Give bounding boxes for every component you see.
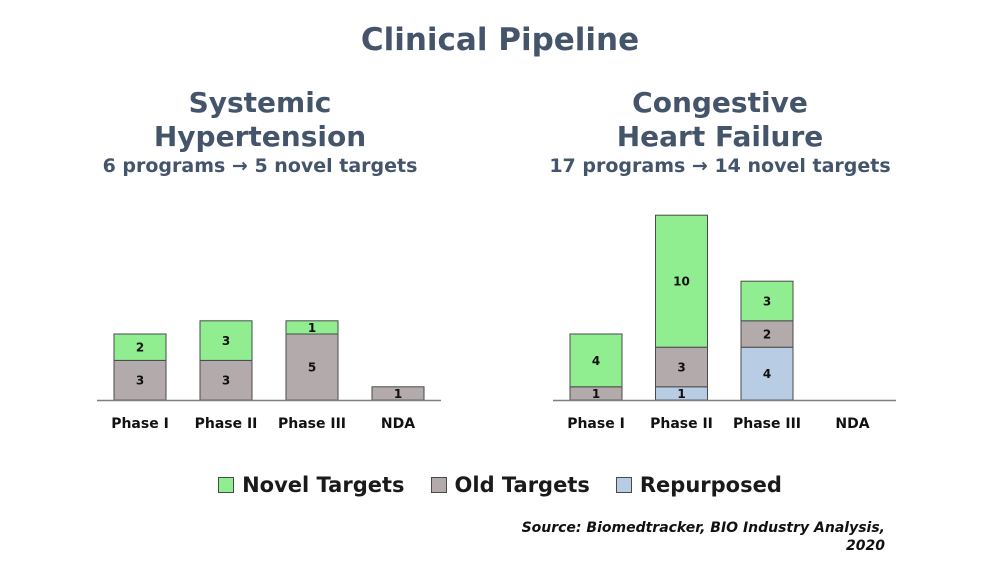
legend-item-old: Old Targets [430, 473, 590, 497]
data-label: 3 [677, 361, 685, 375]
page-title: Clinical Pipeline [360, 22, 640, 58]
legend: Novel Targets Old Targets Repurposed [0, 473, 1000, 497]
chart-subtitle: 6 programs → 5 novel targets [102, 155, 418, 177]
chart-title-heart-failure: Congestive Heart Failure 17 programs → 1… [520, 86, 920, 179]
data-label: 3 [222, 374, 230, 388]
chart-title-hypertension: Systemic Hypertension 6 programs → 5 nov… [60, 86, 460, 179]
chart-title-line2: Heart Failure [616, 120, 824, 153]
chart-title-line2: Hypertension [153, 120, 367, 153]
legend-item-repurposed: Repurposed [615, 473, 782, 497]
data-label: 1 [677, 387, 685, 401]
data-label: 5 [308, 361, 316, 375]
data-label: 3 [763, 295, 771, 309]
source-line1: Source: Biomedtracker, BIO Industry Anal… [521, 520, 885, 536]
tick-label: Phase I [567, 416, 625, 432]
bar-repurposed [740, 346, 794, 401]
bar-novel [569, 333, 623, 388]
legend-swatch-repurposed [615, 477, 632, 493]
legend-swatch-novel [218, 477, 235, 493]
data-label: 10 [673, 275, 690, 289]
legend-label: Novel Targets [242, 473, 405, 497]
bar-old [655, 346, 708, 388]
data-label: 4 [763, 367, 771, 381]
data-label: 1 [308, 321, 316, 335]
bar-old [285, 333, 339, 401]
chart-title-line1: Congestive [632, 86, 808, 119]
chart-title-line1: Systemic [188, 86, 332, 119]
bar-novel [113, 333, 167, 361]
data-label: 2 [763, 328, 771, 342]
legend-item-novel: Novel Targets [218, 473, 405, 497]
data-label: 1 [592, 387, 600, 401]
data-label: 2 [136, 341, 144, 355]
chart-1: 1 4 Phase I 1 3 10 Phase II 4 2 3 Phase III NDA [553, 214, 896, 432]
tick-label: Phase II [195, 416, 258, 432]
bar-novel [285, 320, 339, 335]
chart-subtitle: 17 programs → 14 novel targets [549, 155, 891, 177]
bar-novel [199, 320, 253, 361]
data-label: 3 [136, 374, 144, 388]
tick-label: NDA [381, 416, 415, 432]
bar-old [113, 359, 167, 401]
data-label: 3 [222, 334, 230, 348]
source-line2: 2020 [846, 538, 885, 554]
tick-label: NDA [835, 416, 869, 432]
tick-label: Phase II [650, 416, 713, 432]
chart-0: 3 2 Phase I 3 3 Phase II 5 1 Phase III 1 NDA [97, 320, 441, 432]
bar-novel [655, 214, 708, 348]
source-note: Source: Biomedtracker, BIO Industry Anal… [465, 519, 885, 555]
data-label: 4 [592, 354, 600, 368]
legend-label: Repurposed [639, 473, 782, 497]
data-label: 1 [394, 387, 402, 401]
tick-label: Phase I [111, 416, 169, 432]
bar-novel [740, 280, 794, 322]
legend-swatch-old [430, 477, 447, 493]
legend-label: Old Targets [454, 473, 590, 497]
tick-label: Phase III [733, 416, 801, 432]
tick-label: Phase III [278, 416, 346, 432]
